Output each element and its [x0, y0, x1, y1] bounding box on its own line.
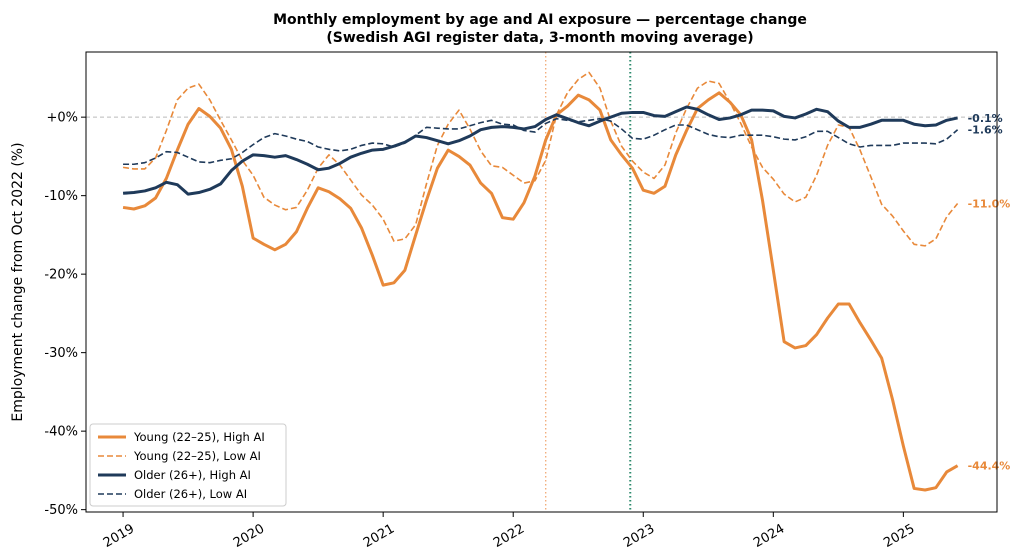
legend-label: Older (26+), Low AI — [134, 487, 247, 501]
legend-box — [89, 423, 287, 507]
end-label: -0.1% — [968, 112, 1003, 125]
chart-subtitle: (Swedish AGI register data, 3-month movi… — [326, 30, 753, 46]
x-tick-label: 2019 — [101, 521, 137, 551]
y-tick-label: -30% — [44, 346, 78, 361]
x-tick-label: 2021 — [361, 521, 397, 551]
series-line — [122, 91, 959, 492]
series-line — [123, 117, 959, 166]
y-axis-label: Employment change from Oct 2022 (%) — [10, 142, 26, 421]
x-tick-label: 2025 — [881, 521, 917, 551]
end-label: -44.4% — [968, 460, 1011, 473]
x-tick-label: 2020 — [231, 521, 267, 551]
y-tick-label: -20% — [44, 268, 78, 283]
series-line — [122, 71, 959, 247]
y-tick-label: -50% — [44, 503, 78, 518]
x-tick-label: 2024 — [751, 521, 787, 551]
series-line — [122, 105, 958, 196]
y-tick-label: -40% — [44, 425, 78, 440]
legend-label: Young (22–25), Low AI — [133, 449, 261, 463]
end-label: -1.6% — [968, 124, 1003, 137]
y-tick-label: +0% — [46, 111, 78, 126]
x-tick-label: 2023 — [621, 521, 657, 551]
chart-title: Monthly employment by age and AI exposur… — [273, 12, 807, 28]
x-tick-label: 2022 — [491, 521, 527, 551]
legend-label: Young (22–25), High AI — [133, 430, 265, 444]
legend-label: Older (26+), High AI — [134, 468, 251, 482]
end-label: -11.0% — [968, 198, 1011, 211]
y-tick-label: -10% — [44, 189, 78, 204]
plot-frame — [85, 51, 998, 513]
